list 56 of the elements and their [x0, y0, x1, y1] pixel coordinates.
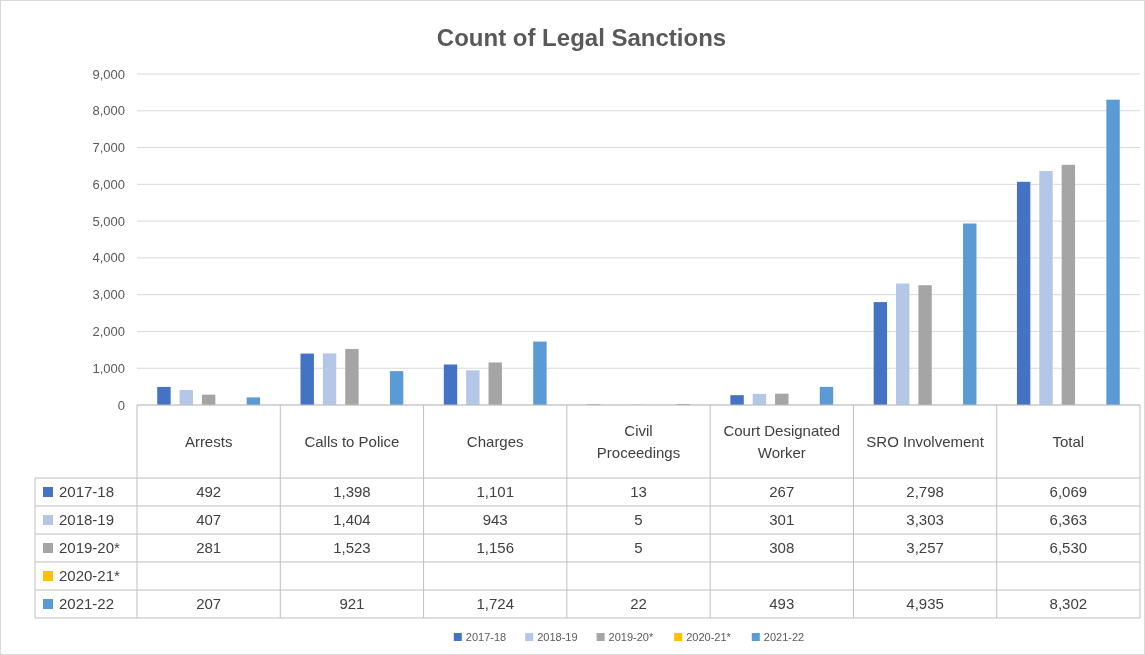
- x-tick-label: Arrests: [184, 432, 233, 450]
- data-label: 6,069: [1049, 483, 1088, 501]
- data-label: 5: [634, 511, 643, 529]
- text: 2018-19: [537, 630, 578, 643]
- data-label: 13: [630, 483, 647, 501]
- y-tick-label: 9,000: [92, 66, 125, 82]
- data-label: 3,257: [906, 539, 944, 557]
- data-label: 207: [196, 595, 222, 613]
- y-tick-label: 1,000: [92, 360, 125, 376]
- x-tick-label: Court Designated Worker: [723, 421, 841, 461]
- data-label: 1,523: [333, 539, 371, 557]
- legend-label: 2017-18: [59, 483, 115, 501]
- data-label: 921: [339, 595, 365, 613]
- data-label: 493: [769, 595, 795, 613]
- data-label: 8,302: [1049, 595, 1088, 613]
- data-label: 1,156: [476, 539, 514, 557]
- legend-label: 2020-21*: [59, 567, 121, 585]
- data-label: 943: [482, 511, 508, 529]
- legend-label: 2018-19: [59, 511, 115, 529]
- data-label: 308: [769, 539, 795, 557]
- x-tick-label: SRO Involvement: [866, 432, 985, 450]
- x-tick-label: Charges: [466, 432, 524, 450]
- y-tick-label: 6,000: [92, 176, 125, 192]
- data-label: 6,530: [1049, 539, 1088, 557]
- y-tick-label: 0: [117, 397, 125, 413]
- data-label: 3,303: [906, 511, 944, 529]
- data-label: 22: [630, 595, 647, 613]
- data-label: 6,363: [1049, 511, 1088, 529]
- y-tick-label: 7,000: [92, 140, 125, 156]
- text: 2019-20*: [608, 630, 654, 643]
- x-tick-label: Total: [1052, 432, 1085, 450]
- data-label: 267: [769, 483, 795, 501]
- data-label: 492: [196, 483, 222, 501]
- y-tick-label: 5,000: [92, 213, 125, 229]
- y-tick-label: 4,000: [92, 250, 125, 266]
- data-label: 1,398: [333, 483, 371, 501]
- data-label: 4,935: [906, 595, 944, 613]
- x-tick-label: Calls to Police: [304, 432, 400, 450]
- chart-title: Count of Legal Sanctions: [436, 24, 727, 51]
- legend-label: 2019-20*: [59, 539, 121, 557]
- data-label: 301: [769, 511, 795, 529]
- data-label: 281: [196, 539, 222, 557]
- text: 2017-18: [465, 630, 507, 643]
- y-tick-label: 8,000: [92, 103, 125, 119]
- data-label: 2,798: [906, 483, 944, 501]
- data-label: 1,101: [476, 483, 514, 501]
- legend-label: 2021-22: [763, 630, 805, 643]
- y-tick-label: 2,000: [92, 323, 125, 339]
- data-label: 1,404: [333, 511, 371, 529]
- text: 2021-22: [59, 595, 115, 613]
- text: 2020-21*: [686, 630, 731, 643]
- y-tick-label: 3,000: [92, 287, 125, 303]
- data-label: 1,724: [476, 595, 514, 613]
- data-label: 5: [634, 539, 643, 557]
- x-tick-label: Civil Proceedings: [596, 421, 681, 461]
- data-label: 407: [196, 511, 222, 529]
